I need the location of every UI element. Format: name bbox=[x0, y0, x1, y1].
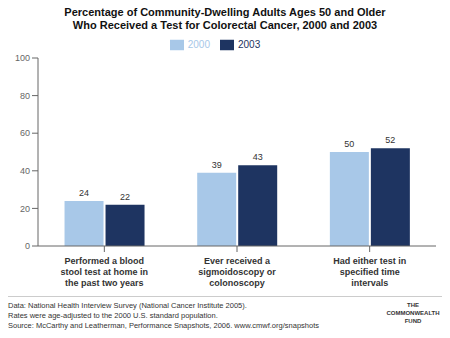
html-text:FUND: FUND bbox=[404, 318, 422, 324]
html-text:Source: McCarthy and Leatherma: Source: McCarthy and Leatherman, Perform… bbox=[8, 321, 319, 330]
svg-text:Ever received asigmoidoscopy o: Ever received asigmoidoscopy orcolonosco… bbox=[198, 256, 276, 288]
svg-text:80: 80 bbox=[20, 91, 30, 101]
svg-text:100: 100 bbox=[15, 53, 30, 63]
html-text:Percentage of Community-Dwelli: Percentage of Community-Dwelling Adults … bbox=[64, 6, 386, 18]
html-text:Who Received a Test for Colore: Who Received a Test for Colorectal Cance… bbox=[72, 19, 378, 31]
svg-text:24: 24 bbox=[79, 188, 89, 198]
svg-text:Had either test inspecified ti: Had either test inspecified timeinterval… bbox=[333, 256, 406, 288]
svg-text:Performed a bloodstool test at: Performed a bloodstool test at home inth… bbox=[61, 256, 149, 288]
svg-text:50: 50 bbox=[344, 139, 354, 149]
svg-text:52: 52 bbox=[385, 135, 395, 145]
html-text:2003: 2003 bbox=[238, 38, 261, 50]
html-text:THE: THE bbox=[407, 302, 419, 308]
svg-text:40: 40 bbox=[20, 166, 30, 176]
svg-text:0: 0 bbox=[25, 241, 30, 251]
html-text:COMMONWEALTH: COMMONWEALTH bbox=[386, 310, 440, 316]
html-text:Data: National Health Intervie: Data: National Health Interview Survey (… bbox=[8, 301, 247, 310]
svg-text:20: 20 bbox=[20, 204, 30, 214]
svg-text:60: 60 bbox=[20, 128, 30, 138]
svg-text:39: 39 bbox=[212, 160, 222, 170]
html-text:2000: 2000 bbox=[187, 38, 210, 50]
svg-text:22: 22 bbox=[120, 192, 130, 202]
svg-text:43: 43 bbox=[253, 152, 263, 162]
html-text:Rates were age-adjusted to the: Rates were age-adjusted to the 2000 U.S.… bbox=[8, 311, 218, 320]
